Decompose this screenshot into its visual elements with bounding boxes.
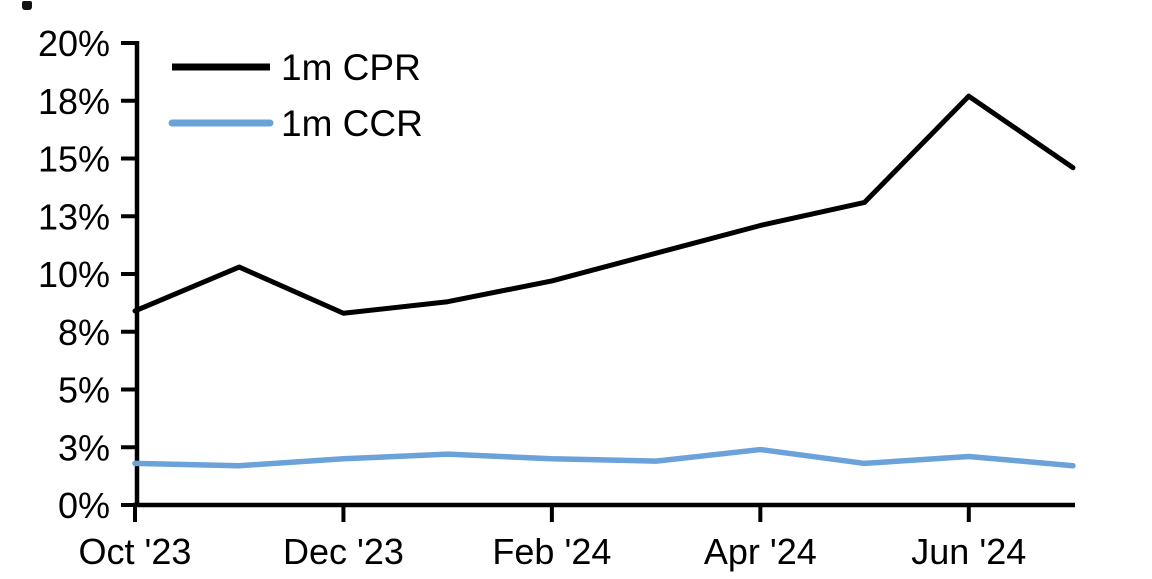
y-tick-label: 3% [58,427,110,468]
y-tick-label: 0% [58,485,110,526]
clipped-glyph-artifact [22,1,32,10]
series-line-1m-cpr [132,93,1076,316]
y-tick-label: 13% [38,196,110,237]
legend-label-1m-ccr: 1m CCR [281,103,423,144]
y-tick-label: 20% [38,23,110,64]
legend: 1m CPR 1m CCR [168,47,423,144]
legend-label-1m-cpr: 1m CPR [281,47,421,88]
x-tick-label: Jun '24 [911,531,1026,572]
x-tick-label: Feb '24 [492,531,611,572]
y-tick-label: 5% [58,370,110,411]
x-tick-label: Dec '23 [283,531,404,572]
series-line-1m-ccr [132,446,1076,469]
series-lines [132,93,1076,469]
x-tick-label: Oct '23 [79,531,192,572]
y-tick-label: 10% [38,254,110,295]
y-tick-label: 8% [58,312,110,353]
y-tick-label: 15% [38,139,110,180]
y-tick-label: 18% [38,81,110,122]
axes: 0% 3% 5% 8% 10% 13% 15% 18% 20% Oct '23 Dec '23 Feb… [38,23,1075,572]
x-tick-label: Apr '24 [704,531,817,572]
